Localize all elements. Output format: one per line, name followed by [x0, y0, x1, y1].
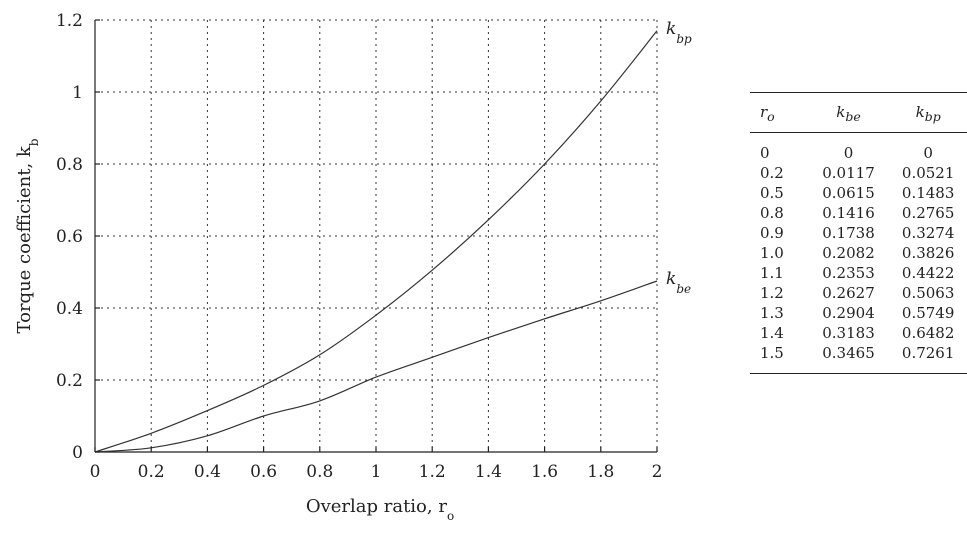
y-tick-label: 0.4: [56, 299, 83, 319]
table-row: 1.2 0.2627 0.5063: [750, 283, 967, 303]
cell-k-be: 0.1416: [822, 204, 875, 222]
cell-k-be: 0.2627: [822, 284, 875, 302]
y-tick-label: 0.2: [56, 371, 83, 391]
cell-k-be: 0.2082: [822, 244, 875, 262]
cell-k-be: 0.0615: [822, 184, 875, 202]
table-row: 1.5 0.3465 0.7261: [750, 343, 967, 374]
y-tick-label: 1: [72, 83, 83, 103]
header-k-be: kbe: [836, 103, 861, 124]
header-k-bp: kbp: [915, 103, 941, 124]
table-row: 1.3 0.2904 0.5749: [750, 303, 967, 323]
cell-k-be: 0.1738: [822, 224, 875, 242]
x-tick-label: 1: [371, 462, 382, 482]
table-row: 1.0 0.2082 0.3826: [750, 243, 967, 263]
cell-k-bp: 0.4422: [901, 264, 955, 282]
table-row: 1.4 0.3183 0.6482: [750, 323, 967, 343]
series-label-k-bp: kbp: [666, 19, 692, 46]
header-overlap-ratio: ro: [760, 103, 775, 124]
cell-k-be: 0.3183: [822, 324, 875, 342]
cell-overlap-ratio: 1.2: [760, 284, 784, 302]
x-tick-label: 0: [90, 462, 101, 482]
cell-k-bp: 0.3274: [901, 224, 955, 242]
cell-k-bp: 0.5063: [901, 284, 955, 302]
x-tick-label: 1.2: [419, 462, 446, 482]
cell-k-be: 0.0117: [822, 164, 875, 182]
series-line-k-be: [94, 280, 658, 453]
series-label-main: k: [666, 269, 676, 289]
table-row: 0 0 0: [750, 133, 967, 164]
curves: [94, 30, 658, 453]
table-header-row: ro kbe kbp: [750, 92, 967, 133]
cell-overlap-ratio: 0.8: [760, 204, 784, 222]
y-tick-label: 0.6: [56, 227, 83, 247]
cell-overlap-ratio: 1.1: [760, 264, 784, 282]
y-axis-title: Torque coefficient, kb: [14, 138, 41, 333]
x-tick-label: 0.8: [306, 462, 333, 482]
cell-k-bp: 0.2765: [901, 204, 955, 222]
y-tick-label: 0: [72, 443, 83, 463]
table-row: 0.2 0.0117 0.0521: [750, 163, 967, 183]
table-body: 0 0 0 0.2 0.0117 0.0521 0.5 0.0615 0.1483 0.8 0.14…: [750, 133, 967, 374]
cell-k-be: 0.3465: [822, 344, 875, 362]
cell-k-bp: 0.3826: [901, 244, 955, 262]
cell-overlap-ratio: 0.2: [760, 164, 784, 182]
series-label-main: k: [666, 19, 676, 39]
table-row: 0.8 0.1416 0.2765: [750, 203, 967, 223]
x-tick-label: 1.4: [475, 462, 502, 482]
cell-k-bp: 0.6482: [901, 324, 955, 342]
cell-overlap-ratio: 0.9: [760, 224, 784, 242]
x-tick-label: 1.6: [531, 462, 558, 482]
tick-labels: 0 0.2 0.4 0.6 0.8 1 1.2 1.4 1.6 1.8 2 0 0.2 0.4 0.6 0.8…: [56, 11, 662, 482]
x-tick-label: 2: [652, 462, 663, 482]
cell-k-be: 0: [843, 144, 854, 162]
series-label-sub: bp: [676, 32, 692, 46]
x-tick-label: 0.2: [138, 462, 165, 482]
cell-k-bp: 0.7261: [901, 344, 955, 362]
y-tick-label: 0.8: [56, 155, 83, 175]
x-tick-label: 0.6: [250, 462, 277, 482]
table-row: 0.9 0.1738 0.3274: [750, 223, 967, 243]
table-row: 1.1 0.2353 0.4422: [750, 263, 967, 283]
cell-k-bp: 0.0521: [901, 164, 955, 182]
grid-lines: [95, 20, 657, 452]
cell-overlap-ratio: 0.5: [760, 184, 784, 202]
cell-k-bp: 0: [923, 144, 933, 162]
torque-coefficient-chart: 0 0.2 0.4 0.6 0.8 1 1.2 1.4 1.6 1.8 2 0 0.2 0.4 0.6 0.8…: [14, 11, 692, 523]
x-axis-title: Overlap ratio, ro: [306, 496, 454, 523]
cell-k-be: 0.2904: [822, 304, 875, 322]
cell-overlap-ratio: 0: [760, 144, 770, 162]
series-label-k-be: kbe: [666, 269, 691, 296]
cell-k-be: 0.2353: [822, 264, 875, 282]
x-tick-label: 0.4: [194, 462, 221, 482]
cell-overlap-ratio: 1.0: [760, 244, 784, 262]
cell-overlap-ratio: 1.5: [760, 344, 784, 362]
series-line-k-bp: [94, 30, 658, 453]
cell-k-bp: 0.1483: [901, 184, 955, 202]
series-label-sub: be: [676, 282, 691, 296]
x-tick-label: 1.8: [587, 462, 614, 482]
torque-coefficient-table: ro kbe kbp 0 0 0 0.2 0.0117 0.0521 0.5 0.0615 0.…: [750, 92, 967, 374]
cell-overlap-ratio: 1.4: [760, 324, 784, 342]
cell-k-bp: 0.5749: [901, 304, 955, 322]
y-tick-label: 1.2: [56, 11, 83, 31]
table-row: 0.5 0.0615 0.1483: [750, 183, 967, 203]
cell-overlap-ratio: 1.3: [760, 304, 784, 322]
